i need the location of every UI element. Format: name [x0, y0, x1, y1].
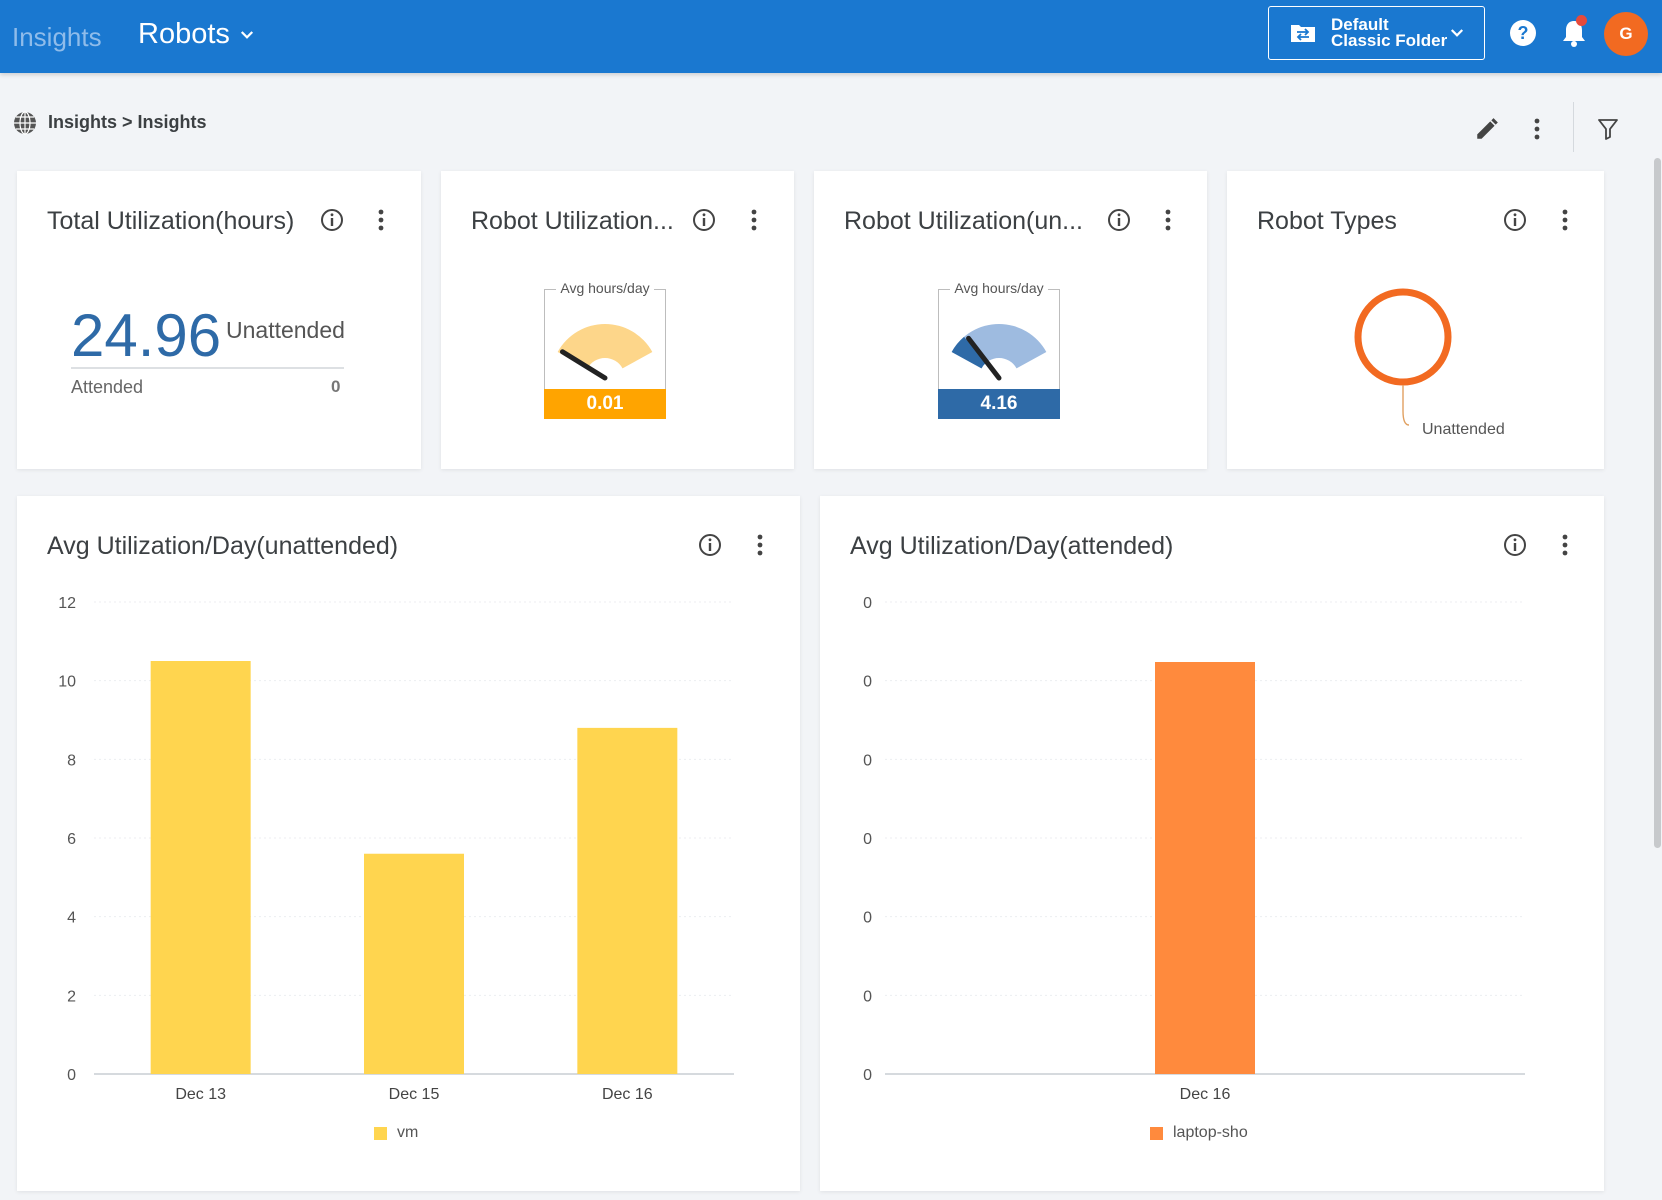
legend-swatch: [1150, 1126, 1163, 1140]
gauge-arc: [557, 324, 653, 369]
chart-legend[interactable]: vm: [374, 1124, 418, 1142]
avatar[interactable]: G: [1604, 12, 1648, 56]
info-icon[interactable]: [1106, 207, 1132, 233]
globe-icon: [14, 111, 36, 135]
y-tick-label: 0: [863, 910, 872, 927]
y-tick-label: 0: [863, 1067, 872, 1084]
y-tick-label: 0: [863, 595, 872, 612]
folder-name: Default Classic Folder: [1331, 15, 1448, 50]
y-tick-label: 2: [67, 988, 76, 1005]
total-hours-value: 24.96: [71, 302, 222, 369]
bar[interactable]: [150, 661, 251, 1074]
info-icon[interactable]: [691, 207, 717, 233]
card-title: Total Utilization(hours): [47, 207, 295, 235]
gauge-box: Avg hours/day 0.01: [544, 280, 666, 419]
gauge-legend: Avg hours/day: [545, 280, 665, 296]
robot-utilization-card: Robot Utilization... Avg hours/day 0.01: [441, 171, 794, 469]
notification-bell-icon[interactable]: [1560, 18, 1588, 48]
donut-slice-unattended[interactable]: [1354, 288, 1452, 386]
gauge-dial: [951, 324, 1047, 381]
info-icon[interactable]: [697, 532, 723, 558]
y-tick-label: 6: [67, 831, 76, 848]
avg-utilization-unattended-card: Avg Utilization/Day(unattended) 0 2 4 6 8 10 1…: [17, 496, 800, 1191]
chart-title: Avg Utilization/Day(unattended): [47, 532, 399, 560]
folder-switch-icon: [1291, 25, 1315, 42]
gauge-fill: [951, 336, 987, 369]
y-tick-label: 0: [67, 1067, 76, 1084]
more-options-icon[interactable]: [368, 207, 394, 233]
legend-swatch: [374, 1126, 387, 1140]
total-hours-label: Unattended: [226, 317, 345, 343]
donut-label-leader: [1402, 385, 1410, 426]
avg-utilization-attended-card: Avg Utilization/Day(attended) 0 0 0 0 0 0 0 Dec…: [820, 496, 1604, 1191]
gauge-value: 0.01: [544, 389, 666, 419]
more-options-icon[interactable]: [741, 207, 767, 233]
filter-icon[interactable]: [1596, 116, 1620, 142]
breadcrumb: Insights > Insights: [48, 112, 207, 132]
legend-label: vm: [397, 1124, 419, 1141]
more-options-icon[interactable]: [747, 532, 773, 558]
card-title: Robot Types: [1257, 207, 1397, 235]
app-name[interactable]: Insights: [12, 22, 102, 52]
y-tick-label: 4: [67, 910, 76, 927]
top-bar: Insights Robots Default Classic Folder ?…: [0, 0, 1662, 73]
info-icon[interactable]: [1502, 532, 1528, 558]
x-tick-label: Dec 16: [1180, 1086, 1231, 1103]
x-tick-label: Dec 15: [389, 1086, 440, 1103]
divider: [71, 367, 344, 369]
robot-utilization-unattended-card: Robot Utilization(un... Avg hours/day 4.…: [814, 171, 1207, 469]
gauge-box: Avg hours/day 4.16: [938, 280, 1060, 419]
robot-types-card: Robot Types Unattended: [1227, 171, 1604, 469]
folder-selector[interactable]: Default Classic Folder: [1268, 6, 1485, 60]
attended-value: 0: [331, 377, 341, 396]
gauge-needle: [966, 335, 1002, 381]
y-tick-label: 0: [863, 752, 872, 769]
card-title: Robot Utilization(un...: [844, 207, 1084, 235]
legend-label: laptop-sho: [1173, 1124, 1248, 1141]
chevron-down-icon: [240, 30, 253, 39]
bar[interactable]: [364, 853, 464, 1074]
gauge-needle: [559, 349, 608, 381]
chart-title: Avg Utilization/Day(attended): [850, 532, 1174, 560]
robot-types-donut: [1354, 288, 1452, 426]
more-options-icon[interactable]: [1552, 207, 1578, 233]
gauge-dial: [557, 324, 653, 381]
gauge-legend: Avg hours/day: [939, 280, 1059, 296]
info-icon[interactable]: [319, 207, 345, 233]
chart-legend[interactable]: laptop-sho: [1150, 1124, 1248, 1142]
bar-chart-unattended: 0 2 4 6 8 10 12 Dec 13 Dec 15 Dec 16: [58, 595, 734, 1103]
gauge-value: 4.16: [938, 389, 1060, 419]
bar[interactable]: [1155, 662, 1255, 1074]
svg-text:?: ?: [1518, 23, 1529, 43]
edit-pencil-icon[interactable]: [1474, 116, 1500, 142]
bar[interactable]: [577, 727, 678, 1074]
card-title: Robot Utilization...: [471, 207, 674, 235]
x-tick-label: Dec 13: [175, 1086, 226, 1103]
bar-chart-attended: 0 0 0 0 0 0 0 Dec 16: [863, 595, 1525, 1103]
y-tick-label: 0: [863, 831, 872, 848]
y-tick-label: 8: [67, 752, 76, 769]
y-tick-label: 0: [863, 988, 872, 1005]
y-tick-label: 12: [58, 595, 76, 612]
more-options-icon[interactable]: [1552, 532, 1578, 558]
toolbar-divider: [1573, 102, 1574, 152]
scrollbar-thumb[interactable]: [1654, 158, 1661, 848]
more-options-icon[interactable]: [1524, 116, 1550, 142]
attended-label: Attended: [71, 377, 144, 397]
y-tick-label: 10: [58, 674, 76, 691]
y-tick-label: 0: [863, 674, 872, 691]
help-icon[interactable]: ?: [1508, 18, 1538, 48]
donut-label: Unattended: [1422, 421, 1505, 438]
total-utilization-card: Total Utilization(hours) 24.96 Unattende…: [17, 171, 421, 469]
notification-badge: [1576, 15, 1587, 26]
info-icon[interactable]: [1502, 207, 1528, 233]
section-dropdown[interactable]: Robots: [138, 18, 256, 51]
x-tick-label: Dec 16: [602, 1086, 653, 1103]
section-label: Robots: [138, 18, 230, 50]
chevron-down-icon: [1450, 29, 1464, 37]
more-options-icon[interactable]: [1155, 207, 1181, 233]
